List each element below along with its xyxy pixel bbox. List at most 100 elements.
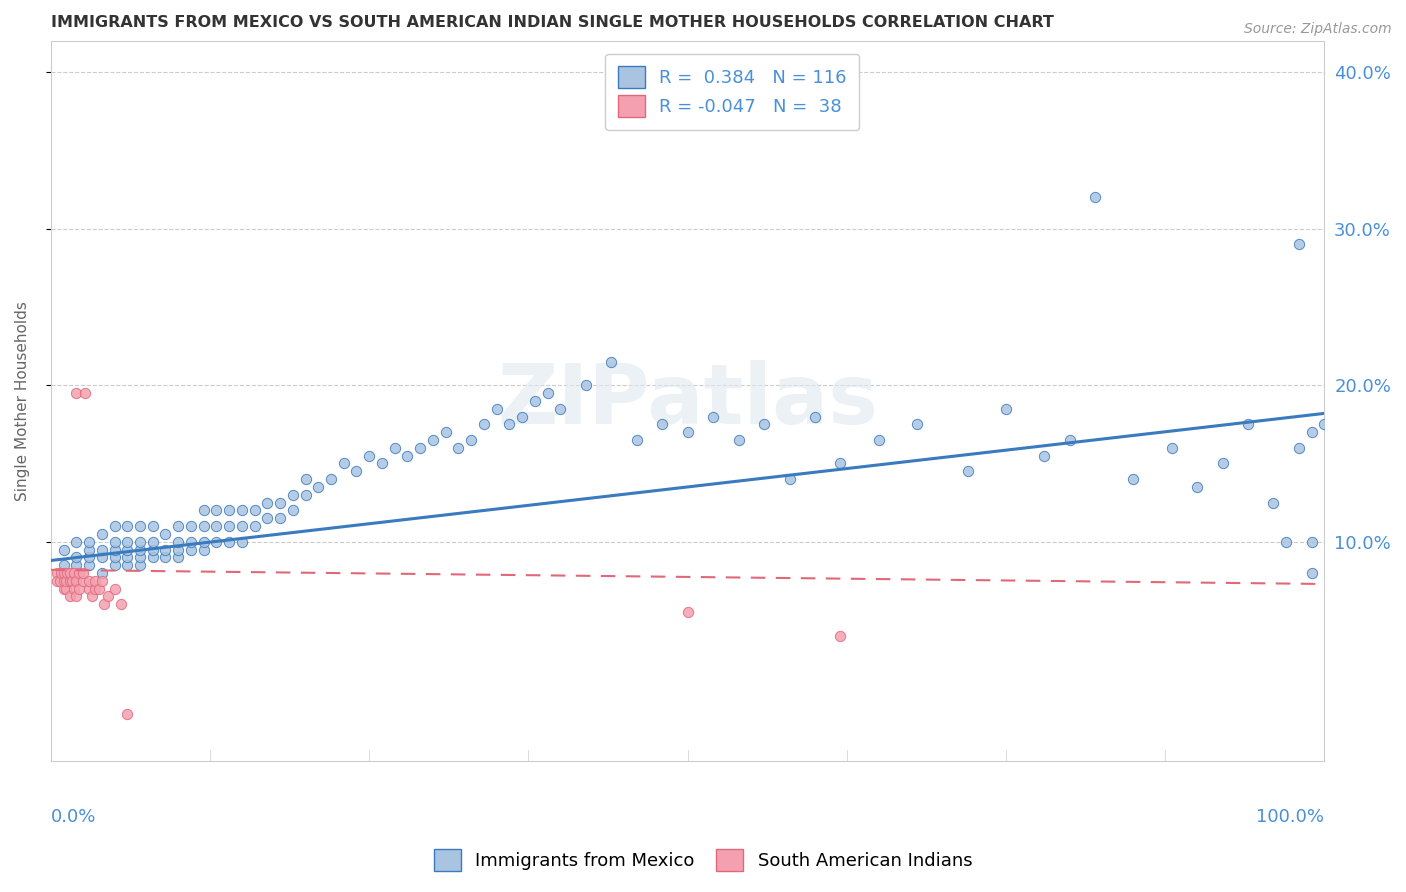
Point xyxy=(65,558,87,573)
Point xyxy=(193,503,215,517)
Point xyxy=(142,534,165,549)
Point xyxy=(62,574,84,588)
Point xyxy=(294,488,316,502)
Point xyxy=(117,706,139,721)
Point xyxy=(905,417,928,432)
Point xyxy=(1313,417,1336,432)
Point xyxy=(65,534,87,549)
Point xyxy=(110,597,132,611)
Point xyxy=(218,534,240,549)
Text: Source: ZipAtlas.com: Source: ZipAtlas.com xyxy=(1244,22,1392,37)
Point xyxy=(676,425,699,439)
Point xyxy=(65,550,87,565)
Point xyxy=(46,574,69,588)
Point xyxy=(243,503,266,517)
Point xyxy=(346,464,368,478)
Point xyxy=(90,527,112,541)
Point xyxy=(231,534,253,549)
Point xyxy=(65,574,87,588)
Point xyxy=(243,519,266,533)
Point xyxy=(117,534,139,549)
Point xyxy=(281,503,304,517)
Point xyxy=(103,519,125,533)
Point xyxy=(72,574,94,588)
Point xyxy=(193,534,215,549)
Point xyxy=(193,542,215,557)
Point xyxy=(155,527,177,541)
Point xyxy=(1033,449,1056,463)
Point xyxy=(1301,425,1323,439)
Point xyxy=(1059,433,1081,447)
Point xyxy=(830,457,852,471)
Point xyxy=(868,433,890,447)
Point xyxy=(498,417,520,432)
Point xyxy=(600,355,623,369)
Point xyxy=(180,542,202,557)
Point xyxy=(67,566,90,580)
Point xyxy=(129,542,152,557)
Point xyxy=(72,566,94,580)
Point xyxy=(205,503,228,517)
Point xyxy=(46,566,69,580)
Point xyxy=(142,542,165,557)
Point xyxy=(218,503,240,517)
Point xyxy=(97,590,120,604)
Point xyxy=(779,472,801,486)
Text: ZIPatlas: ZIPatlas xyxy=(498,360,879,442)
Point xyxy=(1160,441,1182,455)
Point xyxy=(1185,480,1208,494)
Point xyxy=(89,582,111,596)
Point xyxy=(49,566,72,580)
Point xyxy=(167,550,190,565)
Point xyxy=(129,534,152,549)
Point xyxy=(205,519,228,533)
Point xyxy=(59,566,82,580)
Point xyxy=(84,582,107,596)
Point xyxy=(84,574,107,588)
Point xyxy=(59,590,82,604)
Legend: Immigrants from Mexico, South American Indians: Immigrants from Mexico, South American I… xyxy=(426,842,980,879)
Point xyxy=(52,542,75,557)
Point xyxy=(575,378,598,392)
Point xyxy=(193,519,215,533)
Point xyxy=(218,519,240,533)
Point xyxy=(1288,441,1310,455)
Point xyxy=(155,542,177,557)
Point xyxy=(75,386,97,401)
Point xyxy=(55,582,77,596)
Point xyxy=(332,457,354,471)
Point xyxy=(384,441,406,455)
Point xyxy=(93,597,115,611)
Point xyxy=(434,425,457,439)
Legend: R =  0.384   N = 116, R = -0.047   N =  38: R = 0.384 N = 116, R = -0.047 N = 38 xyxy=(605,54,859,130)
Point xyxy=(77,574,100,588)
Point xyxy=(1275,534,1298,549)
Point xyxy=(167,519,190,533)
Point xyxy=(142,550,165,565)
Point xyxy=(281,488,304,502)
Point xyxy=(371,457,394,471)
Point xyxy=(269,511,291,525)
Point xyxy=(676,605,699,619)
Point xyxy=(56,566,79,580)
Point xyxy=(77,550,100,565)
Point xyxy=(294,472,316,486)
Point xyxy=(103,558,125,573)
Point xyxy=(460,433,482,447)
Point xyxy=(1301,566,1323,580)
Point xyxy=(65,590,87,604)
Point xyxy=(62,582,84,596)
Point xyxy=(830,629,852,643)
Point xyxy=(180,519,202,533)
Point xyxy=(995,401,1018,416)
Point xyxy=(180,534,202,549)
Point xyxy=(103,550,125,565)
Point xyxy=(59,574,82,588)
Point xyxy=(65,386,87,401)
Point xyxy=(319,472,342,486)
Text: 0.0%: 0.0% xyxy=(51,807,96,826)
Point xyxy=(485,401,508,416)
Point xyxy=(62,566,84,580)
Point xyxy=(447,441,470,455)
Point xyxy=(129,550,152,565)
